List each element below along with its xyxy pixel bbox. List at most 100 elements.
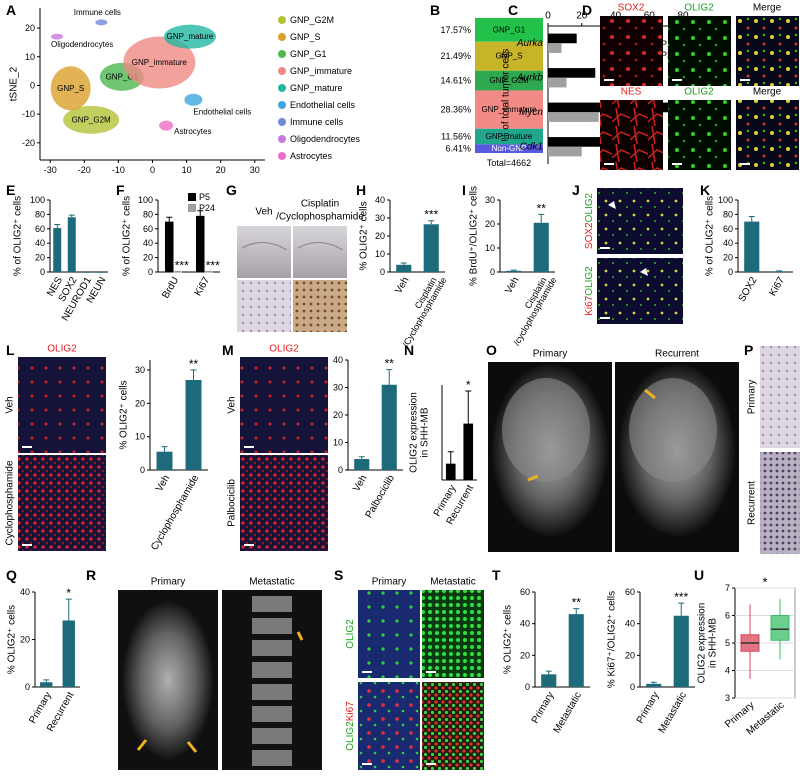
panel-letter: M	[222, 342, 234, 358]
y-axis-label: OLIG2 expression	[409, 392, 420, 473]
y-tick-label: 0	[40, 267, 45, 277]
arrow	[527, 474, 539, 482]
bar	[40, 682, 53, 687]
image-header: Metastatic	[430, 577, 476, 588]
y-axis-label: OLIG2 expression	[697, 603, 708, 684]
bar	[67, 217, 76, 272]
label-run: OLIG2	[584, 266, 595, 296]
significance: ***	[424, 208, 438, 222]
y-tick-label: Mycn	[519, 107, 543, 118]
vertebra	[252, 662, 292, 678]
y-tick-label: 4	[725, 666, 730, 676]
image-header: NES	[621, 87, 642, 98]
image-header: Primary	[151, 577, 185, 588]
y-tick-label: 80	[143, 209, 153, 219]
legend-swatch	[278, 50, 286, 58]
image-header: Primary	[372, 577, 406, 588]
y-tick-label: Cdk1	[520, 141, 543, 152]
micrograph	[237, 226, 291, 278]
error-bar	[428, 220, 435, 225]
micrograph	[600, 16, 663, 86]
x-tick-label: Veh	[351, 473, 369, 493]
arrow	[136, 739, 198, 753]
y-tick-label: 0	[148, 267, 153, 277]
vertebra	[252, 750, 292, 766]
image-header: Metastatic	[249, 577, 295, 588]
micrograph	[422, 590, 484, 678]
y-tick-label: 20	[625, 650, 635, 660]
micrograph	[597, 258, 683, 324]
legend-label: GNP_mature	[290, 83, 343, 93]
error-bar	[510, 269, 517, 271]
y-tick-label: 10	[333, 438, 343, 448]
bar	[195, 215, 205, 272]
cluster-label: Oligodendrocytes	[51, 40, 113, 49]
bar-segment	[475, 90, 543, 129]
y-tick-label: 6	[725, 611, 730, 621]
vertebra	[252, 684, 292, 700]
bar	[62, 620, 75, 687]
micrograph	[668, 100, 731, 170]
bar	[548, 68, 596, 78]
panel-letter: N	[404, 342, 414, 358]
y-tick-label: 60	[35, 224, 45, 234]
vertebra	[252, 706, 292, 722]
y-tick-label: 40	[375, 195, 385, 205]
image-header: Recurrent	[655, 349, 699, 360]
cluster-label: GNP_mature	[167, 32, 214, 41]
mri-head	[122, 600, 214, 760]
error-bar	[678, 602, 685, 616]
y-axis-label: % of total tumor cells	[501, 49, 512, 142]
y-tick-label: 10	[135, 432, 145, 442]
cluster-label: Astrocytes	[174, 127, 211, 136]
y-tick-label: 20	[20, 635, 30, 645]
value-label: 28.36%	[440, 105, 471, 115]
panel-letter: I	[462, 182, 466, 198]
x-tick-label: 10	[182, 165, 192, 175]
row-label: Veh	[227, 396, 238, 413]
micrograph	[736, 16, 799, 86]
legend-label: Oligodendrocytes	[290, 134, 361, 144]
error-bar	[400, 262, 407, 265]
image-header: Veh	[255, 207, 272, 218]
total-label: Total=4662	[487, 158, 531, 168]
y-tick-label: 3	[725, 693, 730, 703]
y-tick-label: 80	[35, 209, 45, 219]
row-label: OLIG2	[345, 619, 356, 649]
y-tick-label: 60	[520, 587, 530, 597]
cell-cluster	[51, 33, 64, 40]
legend-swatch	[188, 204, 196, 212]
segment-label: GNP_mature	[486, 132, 533, 141]
arrowhead	[640, 268, 648, 276]
y-axis-label: % Ki67⁺/OLIG2⁺ cells	[607, 591, 618, 688]
y-tick-label: 20	[375, 231, 385, 241]
significance: ***	[206, 258, 220, 272]
y-tick-label: 20	[485, 219, 495, 229]
y-tick-label: 60	[723, 224, 733, 234]
y-tick-label: 10	[375, 249, 385, 259]
y-tick-label: 20	[520, 650, 530, 660]
micrograph	[760, 346, 800, 448]
legend-swatch	[278, 152, 286, 160]
image-header: Cisplatin	[301, 199, 339, 210]
cell-cluster	[159, 120, 174, 131]
bar	[381, 384, 397, 470]
y-axis-label: % OLIG2⁺ cells	[119, 380, 130, 449]
bar-segment	[475, 144, 543, 153]
error-bar	[190, 369, 197, 380]
y-tick-label: 40	[723, 238, 733, 248]
label-run: OLIG2	[345, 619, 356, 649]
x-tick-label: -20	[78, 165, 91, 175]
y-tick-label: 100	[30, 195, 45, 205]
mri-brain	[629, 378, 717, 482]
y-axis-label: % OLIG2⁺ cells	[503, 605, 514, 674]
label-run: SOX2	[584, 222, 595, 249]
y-tick-label: 30	[333, 383, 343, 393]
row-label: Cyclophosphamide	[5, 460, 16, 545]
error-bar	[465, 390, 472, 424]
legend-swatch	[278, 84, 286, 92]
error-bar	[197, 210, 204, 216]
legend-swatch	[278, 135, 286, 143]
bar	[771, 271, 787, 273]
error-bar	[538, 213, 545, 223]
